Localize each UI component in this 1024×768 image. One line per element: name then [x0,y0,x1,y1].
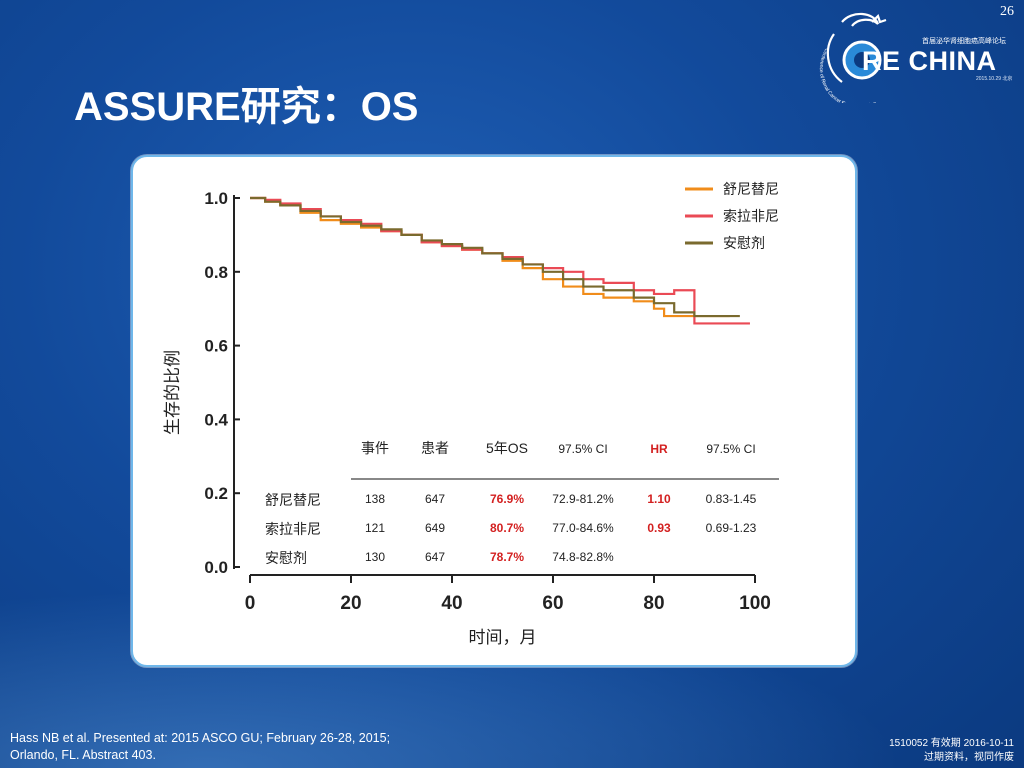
y-tick-label: 0.8 [204,263,228,282]
x-tick-label: 60 [542,593,563,614]
y-tick-label: 0.6 [204,337,228,356]
x-tick-label: 100 [739,593,771,614]
slide-title: ASSURE研究：OS [74,85,419,129]
page-number: 26 [1000,4,1014,19]
table-cell: 72.9-81.2% [552,492,614,506]
table-header: HR [650,442,668,456]
y-tick-label: 1.0 [204,189,228,208]
logo-text: RE CHINA [862,46,997,76]
y-tick-label: 0.4 [204,410,228,429]
x-axis-label: 时间，月 [469,628,537,647]
table-cell: 647 [425,550,445,564]
table-cell: 138 [365,492,385,506]
table-cell: 1.10 [647,492,671,506]
x-tick-label: 80 [643,593,664,614]
legend-label: 舒尼替尼 [723,181,779,197]
table-cell: 649 [425,521,445,535]
y-tick-label: 0.2 [204,484,228,503]
table-header: 患者 [421,440,449,456]
logo-subtitle: 首届泌华肾细胞癌高峰论坛 [922,38,1006,45]
dragon-icon [826,12,887,83]
table-cell: 0.83-1.45 [706,492,757,506]
core-china-logo: Conference of Renal Cancer Experts in Ch… [818,12,887,103]
reference-line-1: Hass NB et al. Presented at: 2015 ASCO G… [10,731,391,745]
legend-label: 安慰剂 [723,235,765,251]
chart-panel: 0.0 0.2 0.4 0.6 0.8 1.0 0 20 40 60 80 100 时间，月 生存的比例 … [131,155,857,667]
table-header: 97.5% CI [706,442,755,456]
table-cell: 647 [425,492,445,506]
table-cell: 80.7% [490,521,524,535]
table-header: 5年OS [486,440,528,456]
document-note-line: 过期资料，视同作废 [924,752,1014,763]
table-header: 事件 [361,440,389,456]
y-tick-label: 0.0 [204,558,228,577]
x-tick-label: 20 [340,593,361,614]
table-cell: 121 [365,521,385,535]
reference: Hass NB et al. Presented at: 2015 ASCO G… [10,730,390,764]
table-cell: 76.9% [490,492,524,506]
document-id-line: 1510052 有效期 2016-10-11 [889,738,1014,749]
table-row-name: 索拉非尼 [265,521,321,537]
table-cell: 78.7% [490,550,524,564]
legend-label: 索拉非尼 [723,208,779,224]
y-axis-label: 生存的比例 [163,350,182,435]
table-cell: 0.69-1.23 [706,521,757,535]
table-cell: 130 [365,550,385,564]
table-cell: 0.93 [647,521,671,535]
table-row-name: 舒尼替尼 [265,492,321,508]
table-row-name: 安慰剂 [265,550,307,566]
x-tick-label: 0 [245,593,256,614]
orb-core [854,52,870,68]
reference-line-2: Orlando, FL. Abstract 403. [10,748,156,762]
km-chart: 0.00.20.40.60.81.00 20 40 60 80 100时间，月生存的比例 … [163,181,779,647]
document-id: 1510052 有效期 2016-10-11 过期资料，视同作废 [889,737,1014,765]
table-cell: 74.8-82.8% [552,550,614,564]
logo-date: 2015.10.29 北京 [976,76,1013,82]
x-tick-label: 40 [441,593,462,614]
table-header: 97.5% CI [558,442,607,456]
series-line-3 [250,196,740,318]
table-cell: 77.0-84.6% [552,521,614,535]
